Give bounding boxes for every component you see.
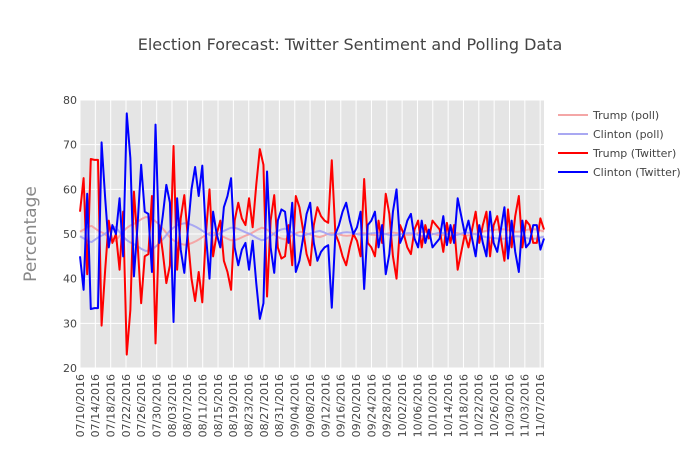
x-tick-label: 08/23/2016 — [243, 374, 256, 437]
x-tick-label: 07/22/2016 — [120, 374, 133, 437]
x-tick-label: 08/11/2016 — [197, 374, 210, 437]
x-tick-label: 07/18/2016 — [105, 374, 118, 437]
x-tick-label: 09/08/2016 — [304, 374, 317, 437]
legend-label: Clinton (Twitter) — [593, 166, 681, 179]
y-tick-label: 70 — [63, 139, 77, 152]
y-tick-label: 30 — [63, 317, 77, 330]
x-tick-label: 08/31/2016 — [273, 374, 286, 437]
x-tick-label: 11/07/2016 — [534, 374, 547, 437]
y-axis: 20 30 40 50 60 70 80 — [63, 94, 77, 375]
y-tick-label: 60 — [63, 183, 77, 196]
x-tick-label: 09/20/2016 — [350, 374, 363, 437]
x-tick-label: 09/04/2016 — [289, 374, 302, 437]
legend-label: Trump (poll) — [592, 109, 659, 122]
x-tick-label: 07/30/2016 — [151, 374, 164, 437]
x-tick-label: 08/27/2016 — [258, 374, 271, 437]
y-tick-label: 50 — [63, 228, 77, 241]
x-tick-label: 10/10/2016 — [427, 374, 440, 437]
x-tick-label: 08/03/2016 — [166, 374, 179, 437]
legend-label: Clinton (poll) — [593, 128, 664, 141]
x-tick-label: 07/10/2016 — [74, 374, 87, 437]
x-tick-label: 10/02/2016 — [396, 374, 409, 437]
y-axis-title: Percentage — [21, 186, 41, 282]
legend-label: Trump (Twitter) — [592, 147, 676, 160]
y-tick-label: 40 — [63, 273, 77, 286]
series-lines — [79, 112, 545, 356]
series-line-3 — [79, 112, 545, 323]
x-tick-label: 11/03/2016 — [519, 374, 532, 437]
x-tick-label: 07/14/2016 — [89, 374, 102, 437]
x-tick-label: 10/18/2016 — [457, 374, 470, 437]
series-line-2 — [79, 145, 545, 356]
x-tick-label: 09/16/2016 — [335, 374, 348, 437]
x-tick-label: 09/24/2016 — [365, 374, 378, 437]
x-axis: 07/10/2016 07/14/2016 07/18/2016 07/22/2016… — [74, 374, 547, 437]
x-tick-label: 08/07/2016 — [181, 374, 194, 437]
x-tick-label: 09/12/2016 — [319, 374, 332, 437]
legend-item[interactable]: Trump (Twitter) — [558, 147, 676, 160]
legend-item[interactable]: Clinton (Twitter) — [558, 166, 681, 179]
x-tick-label: 08/19/2016 — [227, 374, 240, 437]
legend[interactable]: Trump (poll) Clinton (poll) Trump (Twitter… — [558, 109, 681, 179]
y-tick-label: 80 — [63, 94, 77, 107]
x-tick-label: 10/14/2016 — [442, 374, 455, 437]
y-tick-label: 20 — [63, 362, 77, 375]
chart-title: Election Forecast: Twitter Sentiment and… — [138, 35, 563, 54]
x-tick-label: 10/06/2016 — [411, 374, 424, 437]
x-tick-label: 10/26/2016 — [488, 374, 501, 437]
x-tick-label: 07/26/2016 — [135, 374, 148, 437]
legend-item[interactable]: Clinton (poll) — [558, 128, 664, 141]
legend-item[interactable]: Trump (poll) — [558, 109, 659, 122]
x-tick-label: 10/22/2016 — [473, 374, 486, 437]
x-tick-label: 08/15/2016 — [212, 374, 225, 437]
x-tick-label: 10/30/2016 — [503, 374, 516, 437]
x-tick-label: 09/28/2016 — [381, 374, 394, 437]
